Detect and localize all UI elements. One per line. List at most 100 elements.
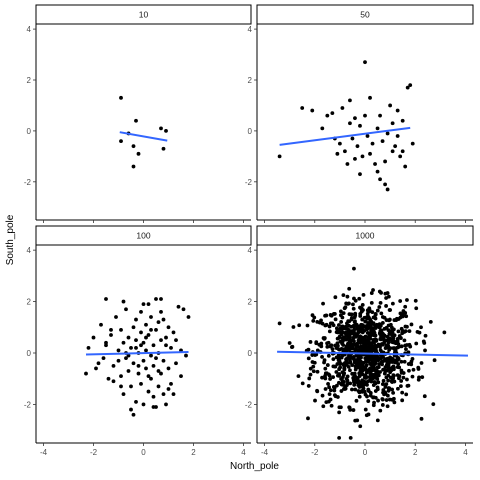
regression-line (279, 126, 411, 146)
data-point (376, 398, 380, 403)
data-point (373, 333, 378, 338)
facet-strip-label: 50 (360, 10, 370, 20)
data-point (373, 389, 378, 393)
data-point (159, 338, 163, 343)
data-point (335, 151, 340, 156)
data-point (337, 435, 342, 440)
data-point (166, 387, 171, 391)
data-point (372, 380, 377, 384)
data-point (397, 374, 402, 379)
data-point (383, 182, 387, 187)
data-point (388, 308, 393, 312)
data-point (353, 387, 358, 392)
data-point (400, 398, 405, 403)
data-point (327, 392, 332, 397)
data-point (349, 312, 354, 317)
data-point (357, 394, 362, 399)
data-point (149, 376, 153, 381)
data-point (154, 356, 158, 361)
data-point (386, 378, 391, 383)
y-tick-label: 4 (248, 246, 253, 255)
data-point (343, 149, 347, 154)
data-point (392, 346, 397, 351)
data-point (386, 373, 391, 378)
data-point (315, 319, 320, 324)
data-point (310, 353, 315, 357)
data-point (308, 372, 313, 377)
data-point (363, 366, 368, 370)
data-point (116, 348, 121, 353)
data-point (357, 390, 362, 395)
data-point (386, 328, 391, 333)
data-point (397, 334, 402, 338)
data-point (411, 367, 416, 372)
data-point (369, 291, 374, 295)
data-point (353, 367, 358, 372)
data-point (291, 325, 296, 329)
data-point (404, 347, 408, 352)
data-point (348, 121, 352, 126)
data-point (396, 386, 400, 391)
data-point (109, 327, 113, 332)
data-point (403, 164, 408, 169)
data-point (344, 333, 349, 338)
data-point (381, 388, 386, 392)
data-point (331, 323, 336, 328)
data-point (375, 169, 380, 174)
y-tick-label: 4 (248, 25, 253, 34)
data-point (405, 377, 409, 382)
data-point (348, 435, 353, 440)
data-point (141, 402, 146, 407)
data-point (391, 373, 396, 378)
data-point (341, 293, 346, 298)
data-point (361, 292, 366, 297)
data-point (378, 177, 382, 182)
data-point (375, 385, 380, 390)
data-point (136, 363, 141, 368)
y-tick-label: 2 (248, 298, 253, 307)
y-tick-label: -2 (245, 178, 253, 187)
data-point (330, 111, 335, 115)
y-tick-label: 0 (248, 349, 253, 358)
data-point (384, 398, 389, 402)
data-point (331, 385, 336, 389)
data-point (164, 402, 168, 407)
data-point (149, 315, 153, 319)
data-point (317, 342, 322, 347)
data-point (386, 362, 391, 367)
data-point (407, 368, 411, 373)
data-point (144, 348, 148, 353)
data-point (348, 98, 352, 103)
data-point (337, 357, 342, 361)
data-point (149, 353, 153, 358)
data-point (141, 340, 146, 345)
data-point (91, 335, 96, 340)
data-point (399, 379, 404, 383)
data-point (385, 131, 390, 136)
data-point (365, 331, 370, 335)
data-point (385, 187, 390, 192)
data-point (339, 389, 344, 393)
data-point (325, 113, 330, 118)
data-point (375, 365, 380, 370)
data-point (378, 348, 383, 353)
data-point (306, 416, 310, 421)
data-point (164, 335, 168, 340)
data-point (326, 340, 331, 345)
data-point (345, 294, 350, 299)
data-point (121, 340, 126, 345)
data-point (382, 371, 387, 376)
data-point (287, 341, 292, 345)
data-point (129, 384, 133, 389)
data-point (403, 304, 408, 309)
data-point (381, 367, 385, 372)
data-point (339, 332, 344, 337)
data-point (385, 343, 390, 348)
y-tick-label: -2 (245, 400, 253, 409)
data-point (378, 332, 382, 336)
data-point (96, 361, 101, 366)
data-point (358, 172, 362, 177)
data-point (124, 356, 128, 361)
data-point (381, 335, 386, 340)
